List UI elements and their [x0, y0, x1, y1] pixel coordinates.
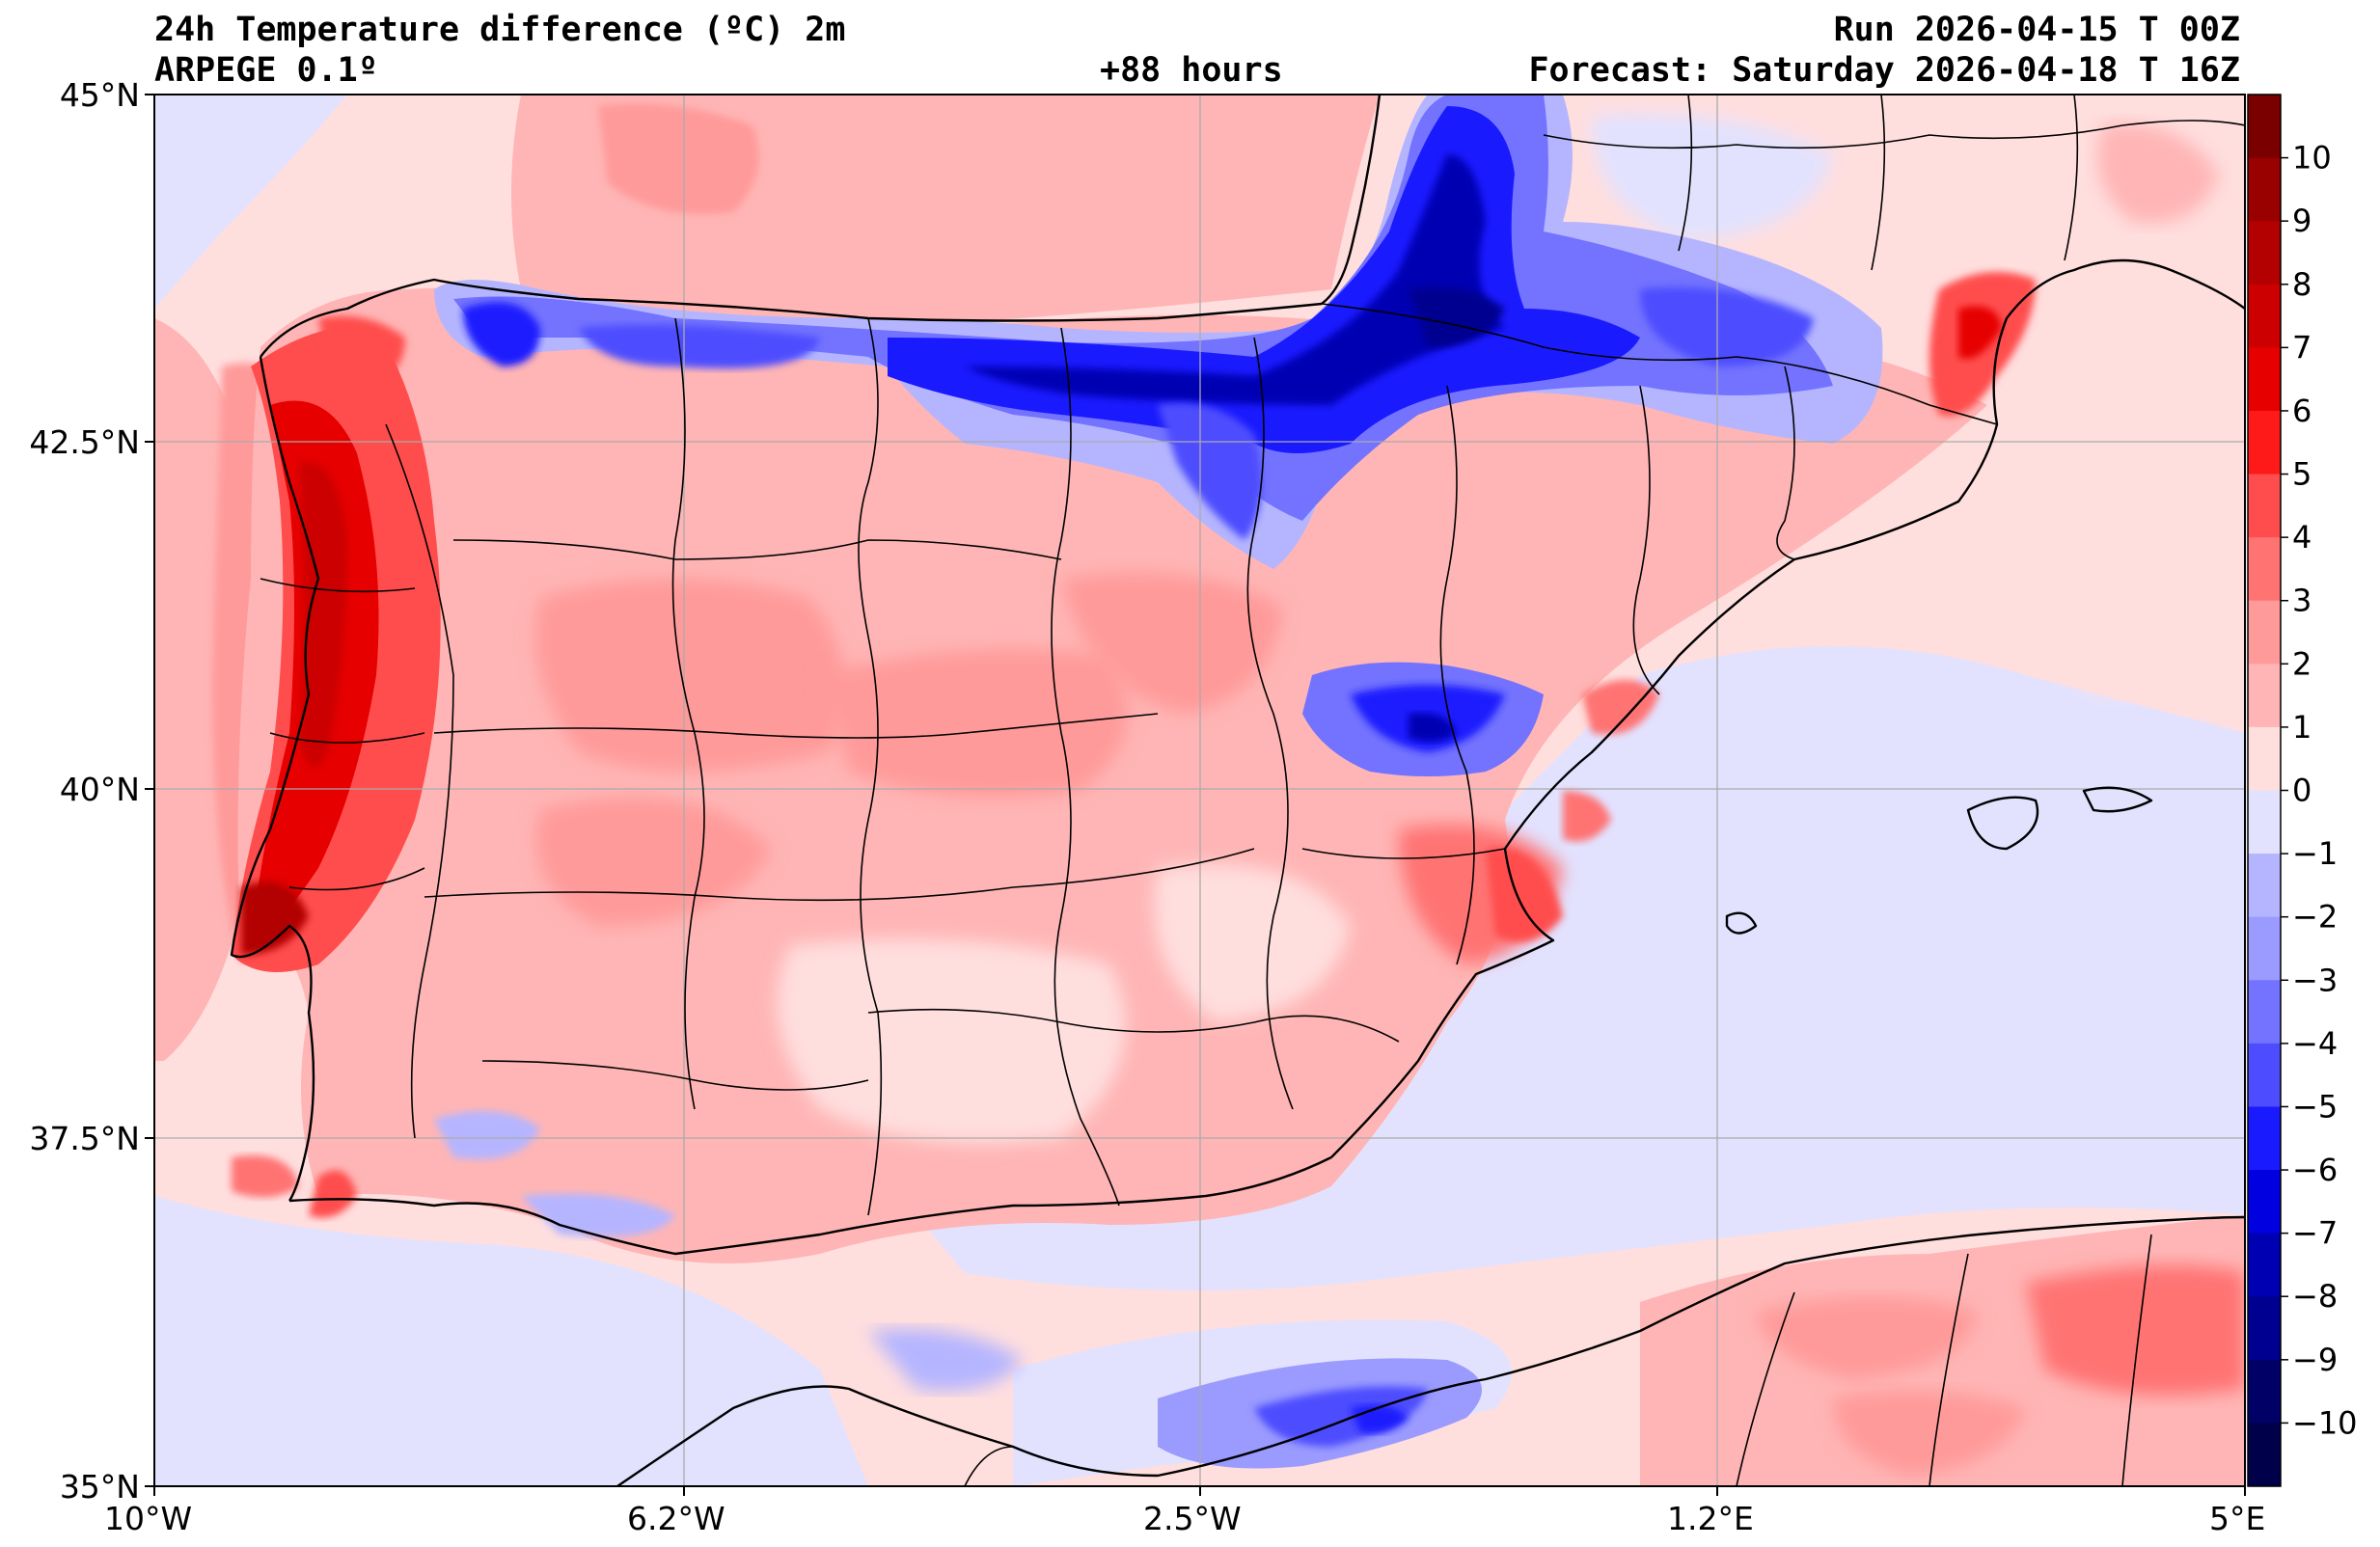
colorbar-swatch — [2248, 284, 2281, 348]
coastlines — [230, 95, 2245, 1486]
colorbar-label: 2 — [2292, 645, 2312, 682]
colorbar-label: −7 — [2292, 1215, 2338, 1252]
colorbar-label: 4 — [2292, 519, 2312, 556]
colorbar-swatch — [2248, 1170, 2281, 1235]
colorbar-swatch — [2248, 916, 2281, 981]
colorbar-label: −10 — [2292, 1404, 2358, 1441]
colorbar-swatch — [2248, 854, 2281, 918]
run-label: Run 2026-04-15 T 00Z — [1833, 11, 2240, 49]
colorbar-swatch — [2248, 221, 2281, 285]
lon-label-6-2w: 6.2°W — [627, 1500, 725, 1537]
graticule — [154, 95, 2245, 1486]
map-field — [154, 95, 2245, 1486]
colorbar-label: −3 — [2292, 962, 2338, 998]
colorbar-label: −4 — [2292, 1025, 2338, 1062]
colorbar-swatch — [2248, 1359, 2281, 1424]
colorbar-swatch — [2248, 95, 2281, 159]
colorbar-label: 0 — [2292, 773, 2312, 809]
colorbar-label: 9 — [2292, 203, 2312, 239]
colorbar-label: −6 — [2292, 1152, 2338, 1188]
lead-time-label: +88 hours — [1100, 51, 1283, 90]
sea-cool-south — [154, 1196, 868, 1486]
colorbar-swatch — [2248, 664, 2281, 728]
colorbar-swatch — [2248, 790, 2281, 855]
colorbar-label: −1 — [2292, 835, 2338, 872]
lat-label-45: 45°N — [59, 76, 140, 114]
lon-label-1-2e: 1.2°E — [1667, 1500, 1754, 1537]
lon-label-5e: 5°E — [2209, 1500, 2266, 1537]
colorbar-swatch — [2248, 537, 2281, 602]
axis-ticks — [145, 94, 2246, 1496]
admin-borders — [260, 95, 2245, 1486]
lon-label-10w: 10°W — [104, 1500, 193, 1537]
colorbar-label: 10 — [2292, 140, 2332, 176]
lat-label-35: 35°N — [59, 1468, 140, 1506]
colorbar-swatch — [2248, 410, 2281, 475]
colorbar-swatch — [2248, 1296, 2281, 1361]
lon-label-2-5w: 2.5°W — [1143, 1500, 1242, 1537]
map-title: 24h Temperature difference (ºC) 2m — [154, 11, 846, 49]
lat-label-37-5: 37.5°N — [29, 1120, 140, 1157]
colorbar-swatch — [2248, 600, 2281, 665]
model-label: ARPEGE 0.1º — [154, 51, 378, 90]
forecast-label: Forecast: Saturday 2026-04-18 T 16Z — [1528, 51, 2240, 90]
colorbar-label: 5 — [2292, 456, 2312, 493]
colorbar-swatch — [2248, 980, 2281, 1045]
colorbar-swatch — [2248, 1106, 2281, 1171]
colorbar-label: 3 — [2292, 583, 2312, 619]
colorbar-label: −2 — [2292, 899, 2338, 936]
colorbar-label: −8 — [2292, 1278, 2338, 1315]
colorbar-label: 8 — [2292, 266, 2312, 303]
colorbar-label: −9 — [2292, 1342, 2338, 1378]
colorbar-label: 7 — [2292, 329, 2312, 366]
colorbar-swatch — [2248, 1423, 2281, 1487]
colorbar-swatch — [2248, 347, 2281, 412]
colorbar-label: 6 — [2292, 393, 2312, 429]
colorbar-label: −5 — [2292, 1088, 2338, 1125]
colorbar-swatch — [2248, 726, 2281, 791]
colorbar-swatch — [2248, 1043, 2281, 1107]
lat-label-40: 40°N — [59, 771, 140, 808]
colorbar-swatch — [2248, 474, 2281, 538]
lat-label-42-5: 42.5°N — [29, 423, 140, 461]
colorbar-swatch — [2248, 157, 2281, 222]
colorbar-label: 1 — [2292, 709, 2312, 746]
sea-cool-north — [154, 95, 347, 309]
colorbar-swatch — [2248, 1233, 2281, 1297]
iberia-warm — [237, 287, 1988, 1263]
